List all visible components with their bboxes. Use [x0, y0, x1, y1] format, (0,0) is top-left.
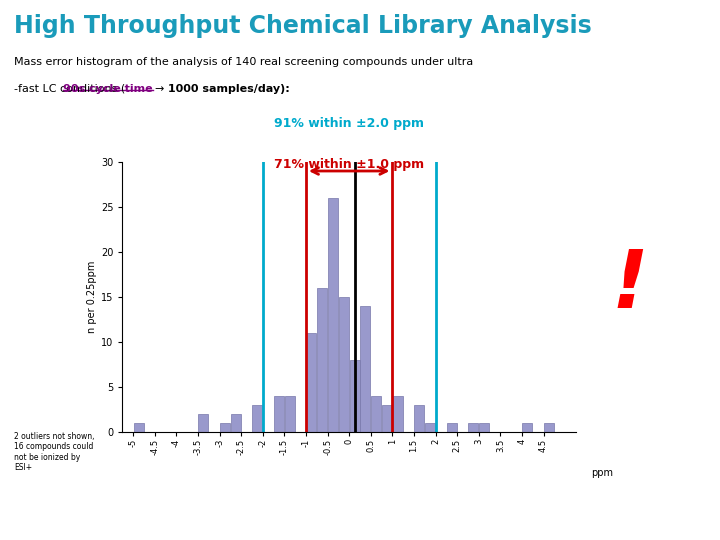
Bar [469, 423, 478, 432]
Bar [350, 360, 359, 432]
Bar [231, 414, 240, 432]
Bar [523, 423, 532, 432]
Text: March 2007: March 2007 [593, 524, 646, 533]
Text: ✦: ✦ [303, 512, 316, 527]
Bar [393, 396, 402, 432]
Bar [134, 423, 143, 432]
Bar [372, 396, 381, 432]
Y-axis label: n per 0.25ppm: n per 0.25ppm [86, 261, 96, 333]
Bar [544, 423, 554, 432]
Bar [426, 423, 435, 432]
Text: -fast LC conditions (: -fast LC conditions ( [14, 84, 126, 94]
Text: 30: 30 [17, 513, 34, 526]
Bar [328, 198, 338, 432]
Text: 1000 samples/day):: 1000 samples/day): [164, 84, 290, 94]
Text: ppm: ppm [591, 468, 613, 477]
Bar [253, 405, 262, 432]
Text: →: → [155, 84, 164, 94]
Bar [382, 405, 392, 432]
Bar [480, 423, 489, 432]
Bar [307, 333, 316, 432]
Text: TOF and QTOF Fundamentals: TOF and QTOF Fundamentals [554, 507, 685, 515]
Text: Mass error histogram of the analysis of 140 real screening compounds under ultra: Mass error histogram of the analysis of … [14, 57, 474, 67]
Text: Agilent Technologies: Agilent Technologies [279, 513, 441, 526]
Bar [415, 405, 424, 432]
Text: 90s cycle time: 90s cycle time [63, 84, 153, 94]
Bar [318, 288, 327, 432]
Bar [274, 396, 284, 432]
Bar [361, 306, 370, 432]
Text: High Throughput Chemical Library Analysis: High Throughput Chemical Library Analysi… [14, 14, 592, 37]
Bar [199, 414, 208, 432]
Text: 91% within ±2.0 ppm: 91% within ±2.0 ppm [274, 118, 424, 131]
Text: !: ! [611, 247, 649, 325]
Bar [447, 423, 456, 432]
Text: 2 outliers not shown,
16 compounds could
not be ionized by
ESI+: 2 outliers not shown, 16 compounds could… [14, 432, 95, 472]
Bar [339, 297, 348, 432]
Bar [220, 423, 230, 432]
Bar [285, 396, 294, 432]
Text: 71% within ±1.0 ppm: 71% within ±1.0 ppm [274, 158, 424, 171]
